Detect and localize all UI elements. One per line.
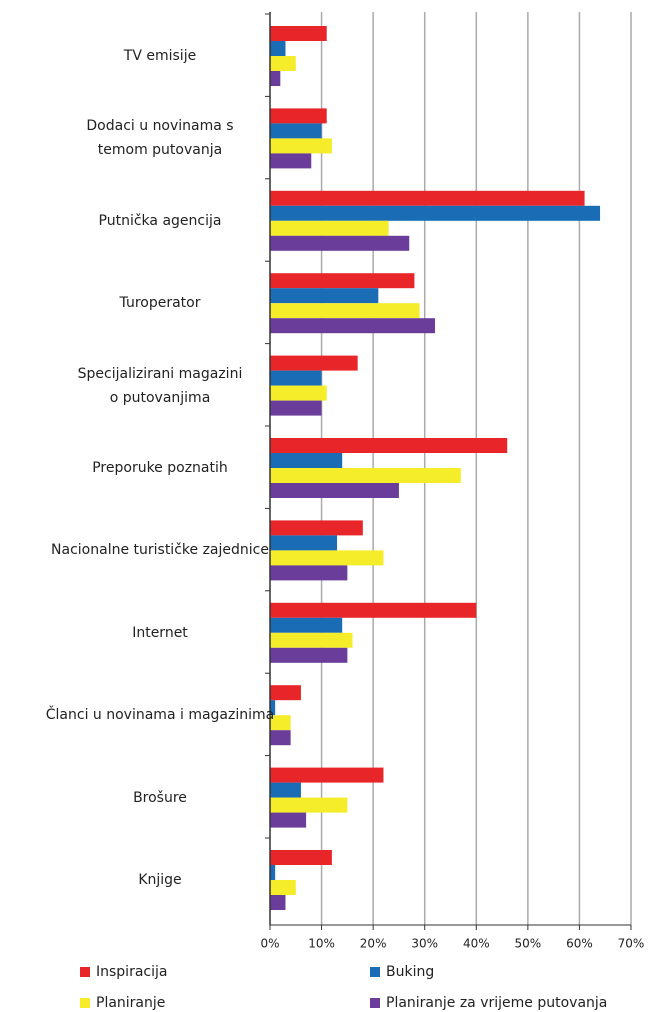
legend-swatch <box>370 967 380 977</box>
x-tick-label: 20% <box>360 937 387 951</box>
bar <box>270 190 585 206</box>
x-tick-label: 0% <box>260 937 279 951</box>
bar <box>270 617 343 633</box>
category-label: Članci u novinama i magazinima <box>45 707 275 724</box>
category-label: TV emisije <box>123 48 197 64</box>
legend-swatch <box>80 967 90 977</box>
bar <box>270 400 322 416</box>
x-tick-label: 10% <box>308 937 335 951</box>
bar <box>270 520 363 536</box>
bar <box>270 273 415 289</box>
bar <box>270 715 291 731</box>
bar <box>270 370 322 386</box>
bar <box>270 535 338 551</box>
bar <box>270 355 358 371</box>
legend-label: Inspiracija <box>96 964 167 980</box>
bar <box>270 483 399 498</box>
legend-label: Planiranje <box>96 995 165 1011</box>
bar <box>270 26 327 41</box>
bar <box>270 782 301 798</box>
bar <box>270 468 461 483</box>
category-label: Putnička agencija <box>98 212 222 229</box>
bar <box>270 303 420 319</box>
x-tick-label: 30% <box>411 937 438 951</box>
legend-label: Planiranje za vrijeme putovanja <box>386 995 607 1011</box>
bar <box>270 153 312 169</box>
bar <box>270 730 291 746</box>
bar <box>270 685 301 701</box>
category-label: Preporuke poznatih <box>92 460 228 476</box>
x-tick-label: 60% <box>566 937 593 951</box>
x-tick-label: 70% <box>618 937 645 951</box>
bar <box>270 550 384 566</box>
legend-label: Buking <box>386 964 434 980</box>
bar <box>270 123 322 139</box>
category-label: Knjige <box>138 872 182 888</box>
bar <box>270 56 296 71</box>
bar <box>270 235 410 251</box>
bar <box>270 41 286 56</box>
x-tick-label: 40% <box>463 937 490 951</box>
bar <box>270 602 477 618</box>
bar <box>270 865 276 880</box>
bar <box>270 205 601 221</box>
bar <box>270 850 332 865</box>
legend-swatch <box>370 998 380 1008</box>
bar <box>270 767 384 783</box>
category-label: Brošure <box>133 789 187 806</box>
bar <box>270 288 379 304</box>
category-label: Nacionalne turističke zajednice <box>51 542 269 559</box>
bar <box>270 318 436 334</box>
bar <box>270 647 348 663</box>
bar <box>270 565 348 581</box>
category-label: Dodaci u novinama s temom putovanja <box>86 118 234 159</box>
bar <box>270 797 348 813</box>
category-label: Internet <box>132 624 188 641</box>
bar <box>270 700 276 716</box>
bar <box>270 895 286 910</box>
bar <box>270 71 281 86</box>
bar <box>270 880 296 895</box>
category-label: Turoperator <box>119 295 201 312</box>
category-label: Specijalizirani magazini o putovanjima <box>77 365 243 406</box>
bar <box>270 138 332 154</box>
x-tick-label: 50% <box>515 937 542 951</box>
bar <box>270 385 327 401</box>
bar <box>270 220 389 236</box>
bar <box>270 812 307 828</box>
bar <box>270 632 353 648</box>
bar <box>270 108 327 124</box>
bar <box>270 453 343 468</box>
bar <box>270 438 508 453</box>
legend-swatch <box>80 998 90 1008</box>
